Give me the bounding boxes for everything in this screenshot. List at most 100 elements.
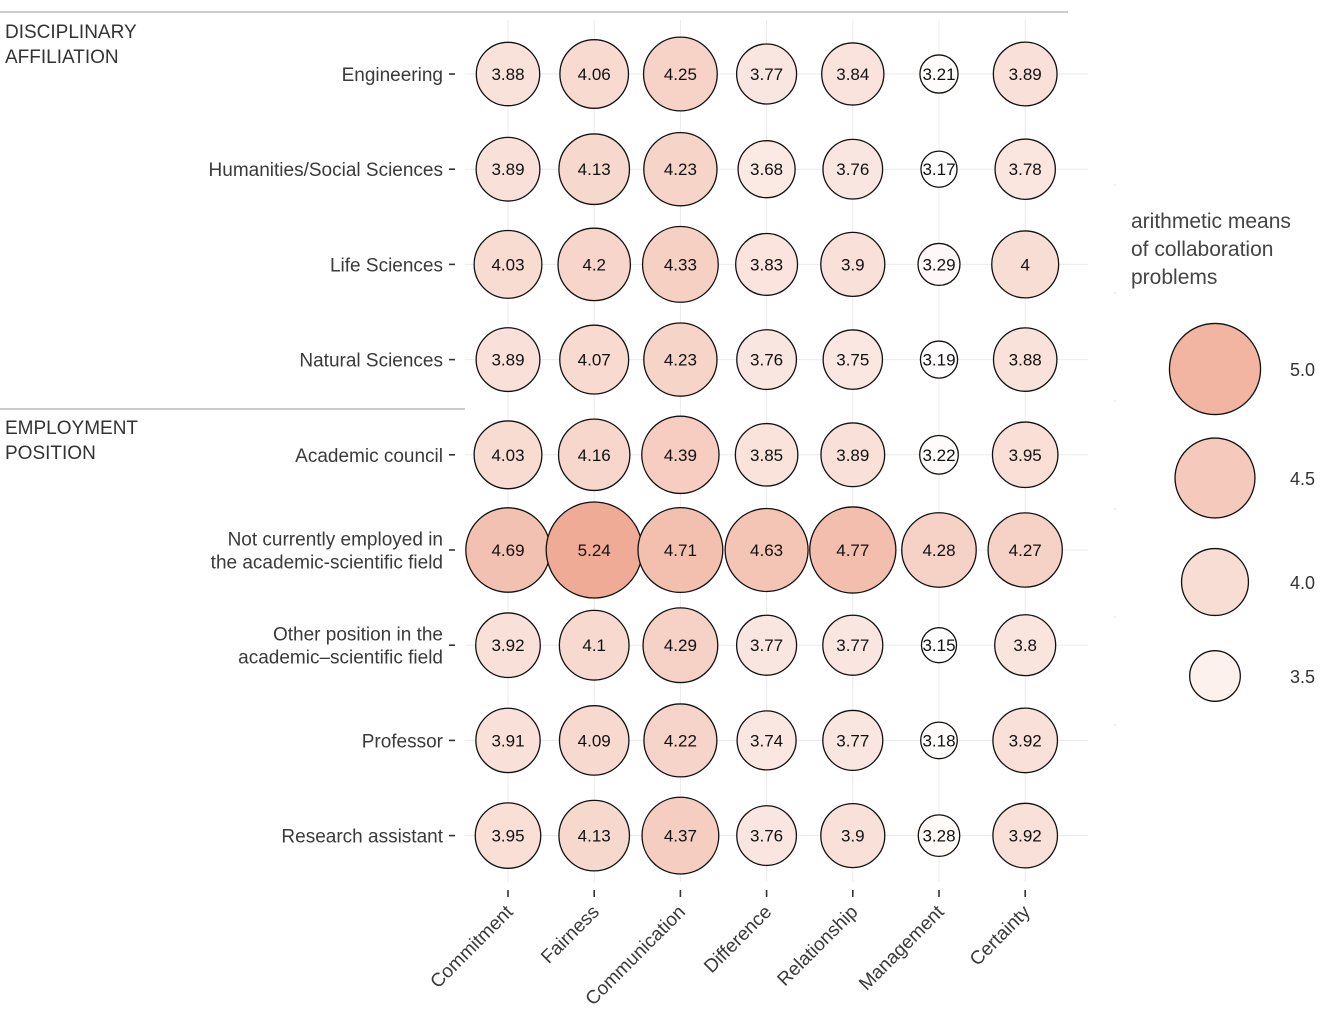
legend-label-3: 3.5 bbox=[1290, 667, 1315, 687]
bubble-r6-c2 bbox=[642, 607, 719, 684]
value-label-r4-c5: 3.22 bbox=[922, 446, 955, 465]
legend-bubble-3 bbox=[1189, 650, 1241, 702]
row-label-3: Natural Sciences bbox=[299, 351, 443, 372]
value-label-r0-c5: 3.21 bbox=[922, 65, 955, 84]
bubble-r0-c1 bbox=[559, 39, 630, 109]
group-label-1: EMPLOYMENT POSITION bbox=[5, 418, 138, 464]
legend-bubble-0 bbox=[1168, 322, 1262, 416]
bubble-r6-c0 bbox=[475, 612, 541, 679]
value-label-r1-c3: 3.68 bbox=[750, 160, 783, 179]
bubble-r3-c3 bbox=[736, 329, 798, 391]
bubble-r5-c3 bbox=[724, 507, 809, 593]
bubble-r7-c0 bbox=[475, 707, 541, 774]
bubble-r4-c4 bbox=[820, 422, 886, 488]
value-label-r3-c0: 3.89 bbox=[491, 351, 524, 370]
value-label-r7-c1: 4.09 bbox=[578, 731, 611, 750]
value-label-r4-c6: 3.95 bbox=[1009, 446, 1042, 465]
value-label-r8-c2: 4.37 bbox=[664, 827, 697, 846]
value-label-r2-c6: 4 bbox=[1020, 255, 1029, 274]
row-label-7: Professor bbox=[362, 731, 444, 752]
value-label-r6-c2: 4.29 bbox=[664, 636, 697, 655]
bubble-r2-c5 bbox=[917, 242, 961, 287]
value-label-r7-c4: 3.77 bbox=[836, 731, 869, 750]
value-label-r4-c4: 3.89 bbox=[836, 446, 869, 465]
bubble-r8-c4 bbox=[820, 802, 886, 869]
row-labels: Engineering Humanities/Social Sciences Lif… bbox=[209, 65, 455, 848]
bubble-r4-c6 bbox=[991, 421, 1059, 489]
bubble-r1-c5 bbox=[920, 150, 958, 188]
bubble-r0-c4 bbox=[821, 42, 885, 106]
value-label-r5-c6: 4.27 bbox=[1009, 541, 1042, 560]
value-label-r2-c1: 4.2 bbox=[582, 255, 606, 274]
value-label-r5-c3: 4.63 bbox=[750, 541, 783, 560]
bubble-r4-c1 bbox=[557, 418, 631, 492]
legend-bubble-2 bbox=[1180, 547, 1250, 617]
bubble-r0-c3 bbox=[735, 43, 798, 105]
value-label-r0-c6: 3.89 bbox=[1009, 65, 1042, 84]
bubble-r7-c6 bbox=[992, 707, 1059, 774]
bubble-r1-c2 bbox=[643, 131, 718, 207]
value-label-r6-c1: 4.1 bbox=[582, 636, 606, 655]
value-label-r3-c2: 4.23 bbox=[664, 351, 697, 370]
value-label-r8-c1: 4.13 bbox=[578, 827, 611, 846]
value-label-r6-c6: 3.8 bbox=[1013, 636, 1037, 655]
bubble-r6-c4 bbox=[822, 614, 884, 676]
col-label-6: Certainty bbox=[966, 901, 1035, 970]
value-label-r0-c1: 4.06 bbox=[578, 65, 611, 84]
bubble-r7-c2 bbox=[643, 703, 718, 778]
value-label-r5-c0: 4.69 bbox=[491, 541, 524, 560]
bubble-r1-c3 bbox=[737, 140, 796, 199]
row-label-2: Life Sciences bbox=[330, 255, 443, 276]
bubble-r4-c2 bbox=[641, 415, 720, 495]
bubble-r2-c0 bbox=[473, 229, 543, 299]
bubble-r2-c4 bbox=[820, 231, 886, 298]
value-label-r5-c2: 4.71 bbox=[664, 541, 697, 560]
bubble-r2-c3 bbox=[735, 232, 799, 296]
bubble-r6-c5 bbox=[920, 627, 958, 664]
value-label-r5-c5: 4.28 bbox=[922, 541, 955, 560]
bubble-r5-c4 bbox=[809, 506, 897, 594]
value-label-r3-c3: 3.76 bbox=[750, 351, 783, 370]
bubble-r3-c0 bbox=[475, 327, 541, 393]
bubble-r6-c3 bbox=[735, 614, 798, 676]
bubble-r8-c5 bbox=[917, 814, 961, 857]
value-label-r4-c0: 4.03 bbox=[491, 446, 524, 465]
value-label-r2-c0: 4.03 bbox=[491, 255, 524, 274]
value-label-r3-c4: 3.75 bbox=[836, 351, 869, 370]
bubbles: 3.88 4.06 4.25 3.77 3.84 3.21 3.893.89 4.13 4.23… bbox=[465, 36, 1063, 875]
value-label-r7-c2: 4.22 bbox=[664, 731, 697, 750]
value-label-r3-c1: 4.07 bbox=[578, 351, 611, 370]
value-label-r5-c4: 4.77 bbox=[836, 541, 869, 560]
value-label-r5-c1: 5.24 bbox=[578, 541, 611, 560]
row-label-1: Humanities/Social Sciences bbox=[209, 160, 443, 181]
value-label-r1-c6: 3.78 bbox=[1009, 160, 1042, 179]
bubble-r8-c0 bbox=[474, 802, 542, 869]
bubble-r6-c1 bbox=[558, 609, 630, 681]
value-label-r6-c5: 3.15 bbox=[922, 636, 955, 655]
bubble-r5-c2 bbox=[637, 506, 724, 594]
bubble-r2-c1 bbox=[557, 227, 632, 302]
value-label-r2-c2: 4.33 bbox=[664, 255, 697, 274]
bubble-r7-c3 bbox=[736, 710, 797, 771]
col-label-0: Commitment bbox=[427, 901, 519, 993]
group-label-0: DISCIPLINARY AFFILIATION bbox=[5, 22, 137, 68]
value-label-r1-c0: 3.89 bbox=[491, 160, 524, 179]
bubble-r7-c5 bbox=[920, 721, 958, 760]
value-label-r4-c3: 3.85 bbox=[750, 446, 783, 465]
value-label-r0-c2: 4.25 bbox=[664, 65, 697, 84]
value-label-r1-c4: 3.76 bbox=[836, 160, 869, 179]
row-label-0: Engineering bbox=[342, 65, 443, 86]
value-label-r0-c0: 3.88 bbox=[491, 65, 524, 84]
bubble-r1-c1 bbox=[558, 133, 631, 206]
value-label-r1-c2: 4.23 bbox=[664, 160, 697, 179]
value-label-r2-c5: 3.29 bbox=[922, 255, 955, 274]
group-rules bbox=[0, 11, 1068, 410]
value-label-r8-c4: 3.9 bbox=[841, 827, 865, 846]
bubble-r8-c1 bbox=[558, 799, 631, 872]
legend-title: arithmetic means of collaboration problems bbox=[1131, 210, 1291, 289]
value-label-r3-c5: 3.19 bbox=[922, 351, 955, 370]
value-label-r2-c3: 3.83 bbox=[750, 255, 783, 274]
value-label-r6-c0: 3.92 bbox=[491, 636, 524, 655]
col-label-1: Fairness bbox=[537, 902, 603, 968]
value-label-r8-c3: 3.76 bbox=[750, 827, 783, 846]
